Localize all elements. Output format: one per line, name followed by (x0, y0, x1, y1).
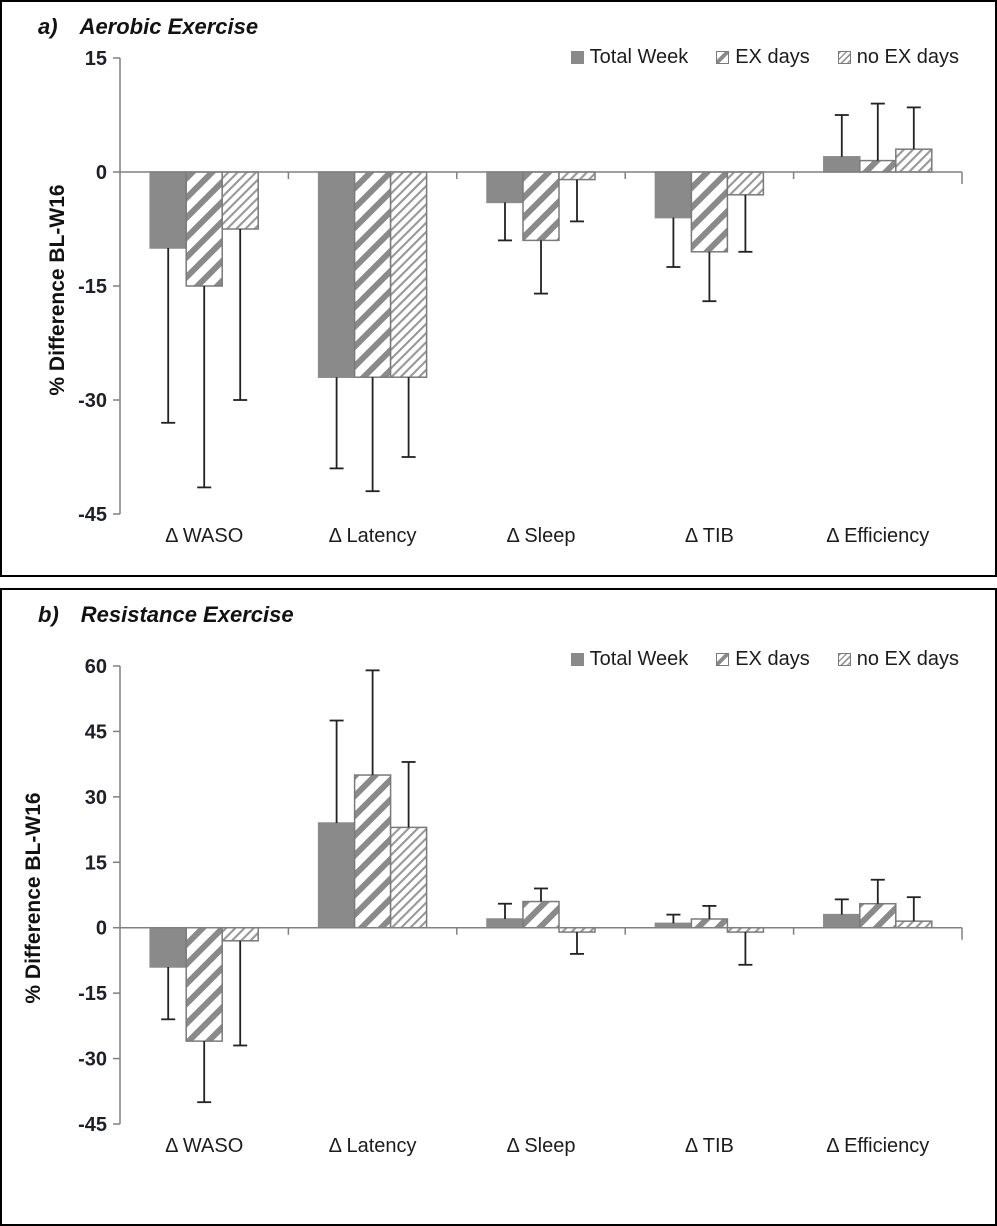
y-tick-label: 15 (85, 852, 107, 874)
y-tick-label: 30 (85, 787, 107, 809)
bar (486, 918, 524, 929)
bar (823, 156, 861, 173)
bar (690, 918, 729, 929)
bar (558, 171, 596, 181)
legend-item-ex-days: EX days (716, 648, 810, 671)
legend-item-ex-days: EX days (716, 46, 810, 69)
legend-label-ex-days: EX days (735, 648, 810, 670)
legend-label-no-ex-days: no EX days (856, 648, 959, 670)
legend-marker-total-week-icon (570, 653, 584, 666)
category-label: Δ Sleep (507, 1135, 576, 1157)
panel-resistance: b) Resistance Exercise 60 45 30 15 0 -15 -30 -45… (0, 588, 997, 1226)
panel-a-y-axis-label: % Difference BL-W16 (46, 184, 69, 396)
legend-item-total-week: Total Week (570, 648, 689, 671)
legend-label-total-week: Total Week (589, 648, 689, 670)
bar (317, 822, 356, 929)
category-label: Δ TIB (685, 525, 734, 547)
error-bars (197, 669, 885, 1104)
series-ex-days (185, 774, 897, 1042)
y-tick-label: -45 (78, 1114, 107, 1136)
bar (859, 902, 897, 929)
error-bars (161, 719, 849, 1021)
category-label: Δ Sleep (507, 525, 576, 547)
category-label: Δ Efficiency (826, 525, 929, 547)
legend-marker-ex-days-icon (716, 51, 730, 64)
error-bars (233, 761, 921, 1047)
y-tick-label: -45 (78, 504, 107, 526)
series-total-week (149, 822, 861, 968)
chart-resistance: 60 45 30 15 0 -15 -30 -45 Δ WASO Δ Latency Δ Sleep… (78, 656, 963, 1157)
axes: 15 0 -15 -30 -45 (78, 48, 963, 526)
bar (486, 171, 524, 204)
legend-marker-ex-days-icon (716, 653, 730, 666)
bar (859, 159, 897, 173)
bar (185, 171, 223, 287)
panel-b-legend: Total Week EX days no EX days (570, 648, 959, 671)
bar (185, 926, 223, 1042)
bar (654, 171, 693, 219)
y-tick-label: -15 (78, 276, 107, 298)
panel-a-legend: Total Week EX days no EX days (570, 46, 959, 69)
chart-aerobic: 15 0 -15 -30 -45 Δ WASO Δ Latency Δ Sleep Δ TIB Δ… (78, 48, 963, 547)
y-tick-label: 45 (85, 721, 107, 743)
bar (317, 171, 356, 378)
bar (895, 920, 933, 929)
bar (389, 171, 428, 378)
category-label: Δ Latency (329, 525, 417, 547)
error-bars (197, 102, 885, 493)
y-tick-label: 60 (85, 656, 107, 678)
category-label: Δ Efficiency (826, 1135, 929, 1157)
bar (522, 900, 560, 929)
panel-b-y-axis-label: % Difference BL-W16 (22, 792, 45, 1004)
panel-a-title-text: Aerobic Exercise (79, 14, 259, 39)
bar (690, 171, 729, 253)
error-bars (161, 114, 849, 470)
panel-a-title: a) Aerobic Exercise (38, 14, 258, 40)
legend-marker-no-ex-days-icon (837, 653, 851, 666)
panel-a-title-prefix: a) (38, 14, 58, 39)
bar (149, 171, 187, 249)
y-tick-label: 0 (96, 918, 107, 940)
bar (353, 171, 392, 378)
legend-label-no-ex-days: no EX days (856, 46, 959, 68)
panel-b-title-text: Resistance Exercise (80, 602, 294, 627)
y-tick-label: -30 (78, 1049, 107, 1071)
bar (895, 148, 933, 173)
y-tick-label: -15 (78, 983, 107, 1005)
bar (149, 926, 187, 968)
category-label: Δ WASO (165, 525, 243, 547)
bar (823, 913, 861, 929)
axes: 60 45 30 15 0 -15 -30 -45 (78, 656, 963, 1136)
y-tick-label: 0 (96, 162, 107, 184)
y-tick-label: -30 (78, 390, 107, 412)
category-label: Δ Latency (329, 1135, 417, 1157)
panel-aerobic: a) Aerobic Exercise 15 0 -15 -30 -45 Δ WASO Δ L… (0, 0, 997, 577)
bar (522, 171, 560, 242)
bar (726, 171, 765, 196)
legend-item-no-ex-days: no EX days (837, 46, 959, 69)
legend-marker-total-week-icon (570, 51, 584, 64)
y-tick-label: 15 (85, 48, 107, 70)
series-no-ex-days (221, 826, 933, 942)
panel-b-title: b) Resistance Exercise (38, 602, 294, 628)
legend-label-total-week: Total Week (589, 46, 689, 68)
bar (221, 926, 259, 942)
category-label: Δ WASO (165, 1135, 243, 1157)
legend-label-ex-days: EX days (735, 46, 810, 68)
category-label: Δ TIB (685, 1135, 734, 1157)
error-bars (233, 106, 921, 458)
bar (389, 826, 428, 929)
bar (221, 171, 259, 230)
bar (353, 774, 392, 929)
panel-b-title-prefix: b) (38, 602, 59, 627)
legend-marker-no-ex-days-icon (837, 51, 851, 64)
legend-item-no-ex-days: no EX days (837, 648, 959, 671)
legend-item-total-week: Total Week (570, 46, 689, 69)
